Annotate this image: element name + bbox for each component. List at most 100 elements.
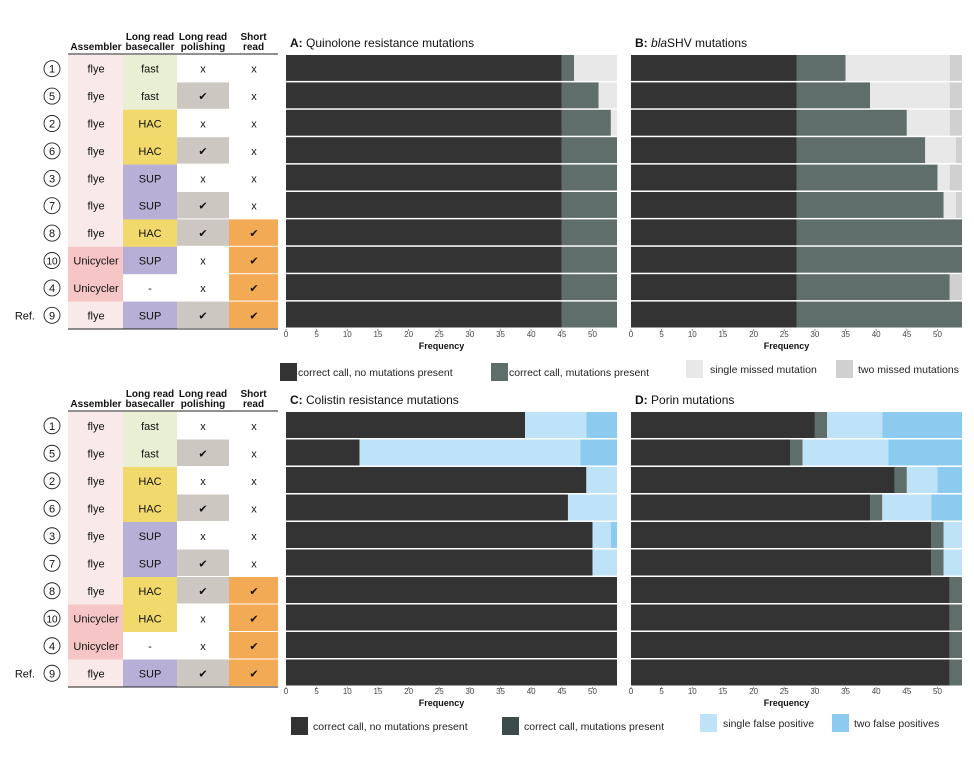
basecaller-cell: SUP [139,256,162,268]
assembler-cell: flye [87,146,104,158]
bar-segment-row-5-series-2 [359,439,581,466]
x-tick-label: 30 [465,330,474,339]
polishing-cell-bg [177,494,229,521]
polishing-mark: ✔ [198,586,207,598]
assembler-cell: flye [87,421,104,433]
bar-segment-row-9-series-0 [631,659,950,686]
x-tick-label: 30 [465,687,474,696]
config-number: 7 [49,558,55,570]
config-number: 9 [49,668,55,680]
short-read-mark: x [251,558,257,570]
header-basecaller: basecaller [126,399,175,410]
table-row: flye HAC ✔ ✔ 8 [43,219,278,248]
polishing-mark: ✔ [198,448,207,460]
bar-segment-row-3-series-3 [610,522,617,548]
assembler-cell: flye [87,119,104,131]
polishing-cell-bg [177,137,229,164]
config-number: 8 [49,586,55,598]
bar-segment-row-10-series-1 [949,604,962,631]
bar-segment-row-3-series-1 [931,522,944,548]
x-tick-label: 25 [435,687,444,696]
x-tick-label: 45 [557,330,566,339]
bar-segment-row-9-series-1 [949,659,962,686]
bar-segment-row-5-series-1 [790,439,803,466]
basecaller-cell-bg [123,109,177,138]
polishing-mark: x [200,173,206,185]
table-row: flye fast x x 1 [43,412,257,440]
basecaller-cell-bg [123,301,177,330]
assembler-cell-bg [68,301,123,330]
bar-segment-row-4-series-0 [286,632,617,658]
basecaller-cell-bg [123,246,177,275]
short-read-mark: x [251,64,257,76]
legend-swatch [700,714,717,732]
config-number: 6 [49,146,55,158]
x-tick-label: 5 [314,687,319,696]
bar-segment-row-7-series-0 [286,192,562,218]
legend-item: two false positives [832,714,939,732]
assembler-cell-bg [68,137,123,166]
assembler-cell: flye [87,503,104,515]
bar-segment-row-3-series-1 [561,164,617,191]
chart-title-text: Colistin resistance mutations [306,393,459,407]
x-axis-label: Frequency [764,341,810,351]
config-number-circle [43,582,61,600]
bar-segment-row-10-series-0 [631,604,950,631]
polishing-mark: x [200,119,206,131]
bar-segment-row-5-series-3 [580,439,617,466]
legend-swatch [832,714,849,732]
bar-segment-row-2-series-0 [286,467,587,493]
short-read-cell-bg [229,301,278,328]
bar-segment-row-7-series-1 [931,549,944,576]
bar-segment-row-10-series-1 [561,246,617,273]
polishing-mark: x [200,64,206,76]
bar-segment-row-9-series-0 [631,301,797,328]
basecaller-cell-bg [123,219,177,248]
short-read-mark: ✔ [249,228,258,240]
short-read-mark: x [251,503,257,515]
basecaller-cell: HAC [138,146,161,158]
config-number: 3 [49,531,55,543]
short-read-mark: ✔ [249,586,258,598]
short-read-cell-bg [229,659,278,686]
basecaller-cell: - [148,641,152,653]
header-assembler: Assembler [70,399,121,410]
assembler-cell: flye [87,228,104,240]
bar-segment-row-10-series-0 [286,604,617,631]
bar-segment-row-3-series-0 [631,522,932,548]
config-number-circle [43,306,61,324]
bar-segment-row-7-series-2 [943,549,962,576]
basecaller-cell: HAC [138,119,161,131]
table-row: flye SUP x x 3 [43,522,257,550]
config-number-circle [43,472,61,490]
config-number-circle [43,87,61,105]
short-read-mark: x [251,421,257,433]
config-number-circle [43,252,61,269]
legend-item: single false positive [700,714,814,732]
header-polishing: polishing [181,399,225,410]
chart-title-prefix: D: [635,393,648,407]
short-read-cell-bg [229,577,278,604]
polishing-mark: ✔ [198,228,207,240]
x-tick-label: 10 [688,330,697,339]
bar-segment-row-1-series-3 [586,412,617,438]
polishing-mark: ✔ [198,668,207,680]
assembler-cell: flye [87,310,104,322]
polishing-mark: x [200,613,206,625]
legend-label: single false positive [723,718,814,730]
config-number-circle [43,664,61,682]
basecaller-cell: HAC [138,503,161,515]
bar-segment-row-5-series-0 [286,82,562,109]
bar-segment-row-6-series-0 [631,494,871,521]
bar-segment-row-1-series-3 [949,55,962,81]
polishing-mark: x [200,531,206,543]
config-number-circle [43,115,61,132]
basecaller-cell-bg [123,137,177,166]
bar-segment-row-2-series-2 [906,467,938,493]
basecaller-cell-bg [123,494,177,523]
bar-segment-row-6-series-1 [796,137,926,164]
bar-segment-row-4-series-1 [949,632,962,658]
bar-segment-row-5-series-2 [870,82,950,109]
x-tick-label: 45 [902,330,911,339]
